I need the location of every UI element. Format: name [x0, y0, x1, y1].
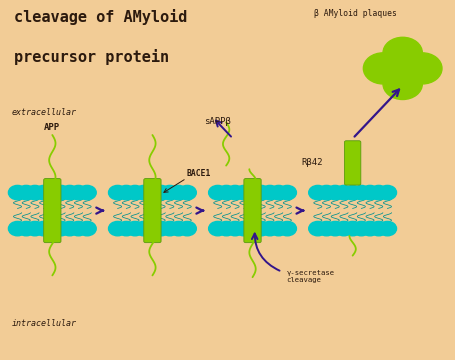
- Text: β AMyloid plaques: β AMyloid plaques: [314, 9, 397, 18]
- Circle shape: [143, 185, 162, 200]
- Circle shape: [269, 185, 288, 200]
- Circle shape: [126, 185, 144, 200]
- Circle shape: [383, 68, 422, 99]
- Text: extracellular: extracellular: [11, 108, 76, 117]
- Circle shape: [243, 221, 262, 236]
- Circle shape: [361, 185, 379, 200]
- Circle shape: [361, 221, 379, 236]
- Circle shape: [217, 185, 236, 200]
- Circle shape: [278, 221, 297, 236]
- Circle shape: [217, 221, 236, 236]
- Circle shape: [152, 185, 170, 200]
- Circle shape: [17, 185, 35, 200]
- Circle shape: [278, 185, 297, 200]
- Circle shape: [52, 185, 70, 200]
- Circle shape: [26, 185, 44, 200]
- Text: intracellular: intracellular: [11, 319, 76, 328]
- Circle shape: [344, 221, 362, 236]
- Circle shape: [61, 221, 79, 236]
- Circle shape: [364, 53, 403, 84]
- Circle shape: [369, 221, 388, 236]
- Circle shape: [252, 185, 270, 200]
- Circle shape: [308, 185, 327, 200]
- Circle shape: [26, 221, 44, 236]
- Circle shape: [326, 221, 344, 236]
- Circle shape: [252, 221, 270, 236]
- Circle shape: [335, 221, 353, 236]
- FancyBboxPatch shape: [244, 179, 261, 243]
- Circle shape: [352, 185, 370, 200]
- Circle shape: [9, 185, 27, 200]
- Circle shape: [78, 221, 96, 236]
- Circle shape: [9, 221, 27, 236]
- Circle shape: [178, 221, 196, 236]
- Circle shape: [269, 221, 288, 236]
- Text: Rβ42: Rβ42: [302, 158, 323, 167]
- Circle shape: [226, 221, 244, 236]
- Text: γ-secretase
cleavage: γ-secretase cleavage: [287, 270, 335, 283]
- Circle shape: [78, 185, 96, 200]
- Circle shape: [378, 185, 397, 200]
- Circle shape: [69, 185, 87, 200]
- Circle shape: [152, 221, 170, 236]
- Circle shape: [126, 221, 144, 236]
- Circle shape: [43, 185, 61, 200]
- Circle shape: [235, 185, 253, 200]
- Circle shape: [161, 221, 179, 236]
- Circle shape: [235, 221, 253, 236]
- Circle shape: [35, 221, 53, 236]
- Circle shape: [117, 221, 136, 236]
- Circle shape: [326, 185, 344, 200]
- Circle shape: [209, 221, 227, 236]
- Circle shape: [378, 221, 397, 236]
- Circle shape: [109, 221, 126, 236]
- Circle shape: [318, 221, 336, 236]
- Circle shape: [383, 37, 422, 68]
- Circle shape: [226, 185, 244, 200]
- Circle shape: [318, 185, 336, 200]
- Text: APP: APP: [44, 123, 61, 132]
- Circle shape: [403, 53, 442, 84]
- Circle shape: [209, 185, 227, 200]
- Text: BACE1: BACE1: [187, 170, 211, 179]
- Text: sAPPβ: sAPPβ: [203, 117, 231, 126]
- Circle shape: [169, 221, 187, 236]
- Circle shape: [344, 185, 362, 200]
- Circle shape: [17, 221, 35, 236]
- Circle shape: [52, 221, 70, 236]
- Circle shape: [369, 185, 388, 200]
- Circle shape: [69, 221, 87, 236]
- Circle shape: [135, 185, 153, 200]
- Circle shape: [135, 221, 153, 236]
- Circle shape: [261, 185, 279, 200]
- Circle shape: [178, 185, 196, 200]
- Circle shape: [143, 221, 162, 236]
- FancyBboxPatch shape: [344, 141, 361, 185]
- Circle shape: [388, 57, 418, 80]
- Text: cleavage of AMyloid: cleavage of AMyloid: [14, 9, 187, 25]
- FancyBboxPatch shape: [44, 179, 61, 243]
- Circle shape: [61, 185, 79, 200]
- Circle shape: [161, 185, 179, 200]
- Circle shape: [35, 185, 53, 200]
- Circle shape: [308, 221, 327, 236]
- Circle shape: [43, 221, 61, 236]
- Circle shape: [169, 185, 187, 200]
- Circle shape: [261, 221, 279, 236]
- Circle shape: [352, 221, 370, 236]
- Circle shape: [117, 185, 136, 200]
- Circle shape: [109, 185, 126, 200]
- Text: precursor protein: precursor protein: [14, 49, 169, 64]
- Circle shape: [243, 185, 262, 200]
- Circle shape: [335, 185, 353, 200]
- FancyBboxPatch shape: [144, 179, 161, 243]
